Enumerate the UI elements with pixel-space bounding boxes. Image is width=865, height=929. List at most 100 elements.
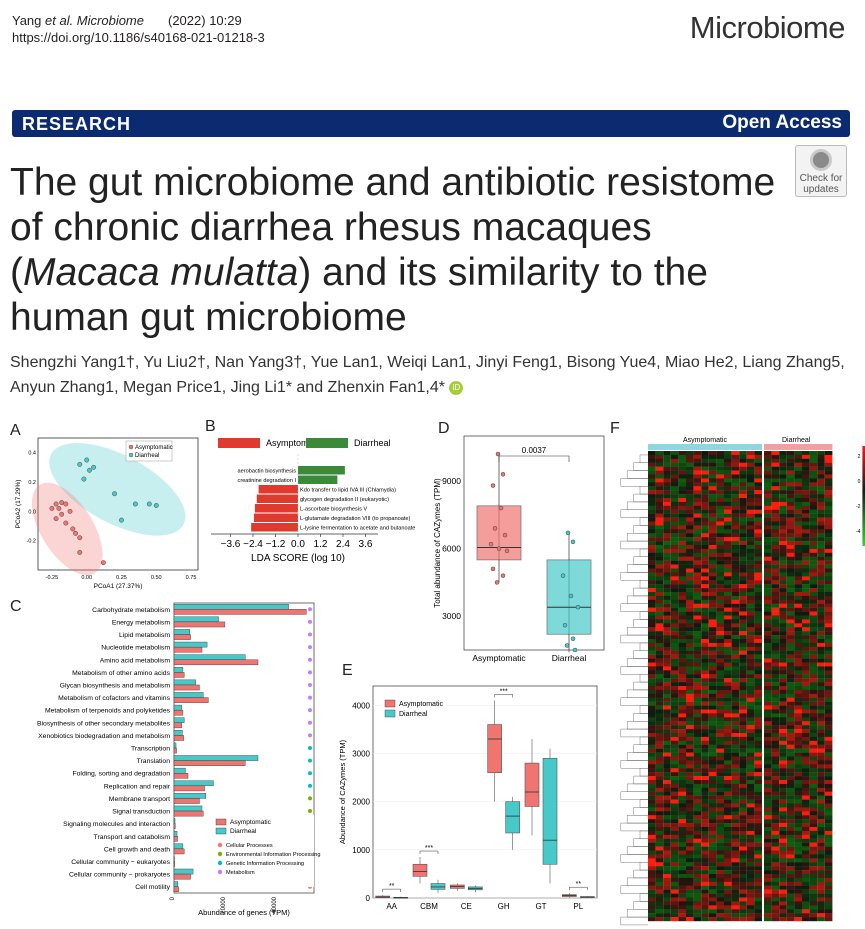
y-tick-label: 2000 (352, 798, 370, 807)
data-point (498, 505, 504, 511)
lda-bar-label: L-ascorbate biosynthesis V (300, 507, 367, 513)
legend-swatch (218, 438, 260, 448)
box (476, 505, 522, 561)
legend-box (125, 440, 173, 462)
legend-label: Asymptomatic (399, 701, 443, 708)
legend-swatch (215, 818, 227, 826)
y-axis-label: Abundance of CAZymes (TPM) (338, 739, 347, 844)
x-tick-label: 0.25 (116, 575, 127, 581)
category-label: Biosynthesis of other secondary metaboli… (37, 720, 171, 727)
bar-asymptomatic (173, 621, 226, 628)
data-point (56, 505, 62, 511)
category-label: Lipid metabolism (119, 632, 170, 639)
data-point (560, 573, 566, 578)
data-point (73, 530, 79, 536)
category-dot (308, 720, 312, 725)
y-tick-label: 3000 (442, 611, 461, 621)
data-point (488, 541, 494, 547)
category-dot (308, 758, 312, 763)
y-tick-label: 4000 (352, 701, 370, 710)
category-label: Metabolism of other amino acids (72, 670, 170, 677)
bar-asymptomatic (173, 785, 205, 792)
plot-frame (372, 685, 598, 899)
data-point (570, 539, 576, 545)
data-point (572, 647, 578, 653)
data-point (87, 467, 92, 473)
lda-bar-label: Kdo transfer to lipid IVA III (Chlamydia… (300, 488, 396, 494)
x-tick-label: CBM (420, 902, 438, 911)
orcid-icon[interactable]: iD (449, 380, 464, 395)
category-label: Nucleotide metabolism (101, 645, 170, 652)
section-banner: RESEARCH Open Access (12, 110, 850, 137)
data-point (59, 500, 65, 505)
bar-diarrheal (173, 616, 219, 623)
bar-diarrheal (173, 742, 177, 749)
data-point (63, 501, 69, 507)
data-point (77, 535, 83, 541)
data-point (565, 530, 571, 536)
category-label: Metabolism of cofactors and vitamins (58, 695, 170, 702)
bar-asymptomatic (173, 722, 182, 729)
open-access-label: Open Access (722, 112, 842, 133)
bar-diarrheal (173, 793, 207, 799)
y-tick-label: 6000 (442, 544, 461, 554)
data-point (490, 566, 496, 572)
group-label: Diarrheal (782, 437, 811, 444)
data-point (500, 472, 506, 477)
y-tick-label: 0.2 (28, 480, 36, 486)
legend-dot (217, 842, 223, 848)
color-scale-bar (862, 446, 865, 546)
x-tick-label: PL (573, 902, 583, 911)
legend-label: Diarrheal (399, 711, 428, 718)
category-label: Metabolism of terpenoids and polyketides (45, 708, 171, 715)
box (524, 762, 540, 807)
bar-diarrheal (173, 717, 185, 723)
y-tick-label: -0.2 (27, 539, 36, 545)
data-point (568, 593, 574, 599)
bar-asymptomatic (173, 773, 189, 779)
legend-label: Cellular Processes (226, 843, 273, 849)
x-tick-label: Asymptomatic (472, 653, 526, 663)
check-for-updates-badge[interactable]: Check for updates (795, 145, 847, 197)
category-dot (308, 783, 312, 788)
bar-diarrheal (173, 780, 214, 787)
lda-bar (258, 485, 298, 494)
bar-asymptomatic (173, 886, 179, 892)
lda-bar-chart: Asymptomatic Diarrheal aerobactin biosynth… (211, 438, 415, 564)
bar-asymptomatic (173, 848, 185, 855)
x-tick-label: 0.0 (291, 539, 305, 550)
category-dot (308, 809, 312, 814)
category-label: Energy metabolism (112, 619, 171, 626)
category-dot (308, 682, 312, 687)
author-list: Shengzhi Yang1†, Yu Liu2†, Nan Yang3†, Y… (10, 354, 845, 396)
lda-bar-label: aerobactin biosynthesis (238, 469, 297, 475)
x-tick-label: 2.4 (336, 539, 350, 550)
citation: Yang et al. Microbiome (2022) 10:29 https:… (12, 13, 265, 45)
category-label: Amino acid metabolism (100, 657, 171, 664)
y-tick-label: 1000 (352, 846, 370, 855)
lda-bar (256, 494, 298, 503)
significance-bracket (569, 886, 588, 891)
x-tick-label: CE (461, 902, 472, 911)
bar-diarrheal (173, 641, 208, 648)
data-point (132, 501, 138, 507)
lda-bar-label: glycogen degradation II (eukaryotic) (300, 497, 389, 503)
panel-label-a: A (10, 422, 21, 439)
bar-diarrheal (173, 629, 190, 635)
data-point (77, 461, 83, 467)
category-dot (308, 733, 312, 738)
data-point (119, 517, 124, 523)
bar-diarrheal (173, 830, 178, 837)
heatmap-cells (648, 451, 833, 922)
doi-link[interactable]: https://doi.org/10.1186/s40168-021-01218… (12, 30, 265, 45)
significance-bracket (419, 850, 439, 855)
data-point (49, 505, 55, 511)
bar-asymptomatic (173, 659, 259, 666)
data-point (495, 451, 501, 457)
bar-asymptomatic (173, 836, 178, 842)
data-point (502, 532, 508, 538)
data-point (59, 511, 65, 517)
data-point (70, 526, 76, 532)
box (430, 883, 446, 890)
x-tick-label: 0.50 (151, 575, 162, 581)
